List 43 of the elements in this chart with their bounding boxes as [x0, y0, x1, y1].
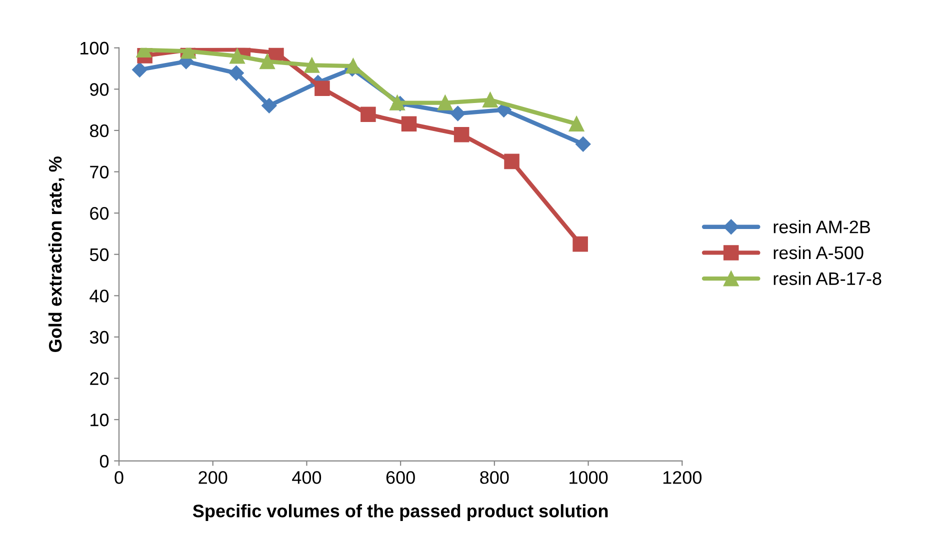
x-tick-label: 1200 — [663, 471, 702, 484]
y-tick-label: 20 — [90, 372, 109, 386]
legend-label: resin AM-2B — [774, 220, 870, 234]
point — [230, 48, 245, 64]
y-tick-label: 0 — [100, 454, 109, 468]
x-tick-label: 1000 — [570, 471, 608, 484]
point — [572, 236, 588, 252]
point — [228, 65, 244, 81]
point — [346, 58, 361, 74]
legend-label: resin A-500 — [774, 246, 864, 260]
x-tick-label: 0 — [114, 471, 124, 484]
x-tick-label: 200 — [198, 471, 228, 484]
y-tick-label: 50 — [90, 248, 109, 262]
y-tick-label: 70 — [90, 166, 109, 178]
point — [568, 116, 584, 132]
y-tick-label: 40 — [90, 290, 109, 302]
point — [454, 126, 470, 142]
point — [576, 136, 591, 152]
y-tick-label: 80 — [90, 124, 109, 138]
point — [401, 116, 417, 132]
point — [450, 106, 466, 122]
x-tick-label: 800 — [480, 471, 509, 484]
point — [482, 92, 498, 108]
y-tick-label: 90 — [90, 83, 109, 96]
x-tick-label: 400 — [292, 471, 322, 484]
legend-label: resin AB-17-8 — [774, 272, 882, 286]
point — [268, 48, 284, 60]
y-tick-label: 60 — [90, 207, 109, 220]
y-tick-label: 10 — [90, 414, 109, 426]
point — [262, 98, 277, 114]
point — [390, 95, 405, 110]
x-tick-label: 600 — [386, 471, 415, 484]
y-axis-title: Gold extraction rate, % — [48, 156, 64, 352]
y-tick-label: 100 — [80, 42, 109, 55]
point — [504, 154, 520, 170]
y-tick-label: 30 — [90, 330, 109, 344]
point — [360, 106, 376, 122]
point — [260, 54, 275, 70]
point — [438, 95, 453, 110]
point — [304, 58, 320, 73]
x-axis-title: Specific volumes of the passed product solution — [192, 504, 608, 521]
point — [132, 62, 148, 78]
point — [314, 80, 330, 96]
